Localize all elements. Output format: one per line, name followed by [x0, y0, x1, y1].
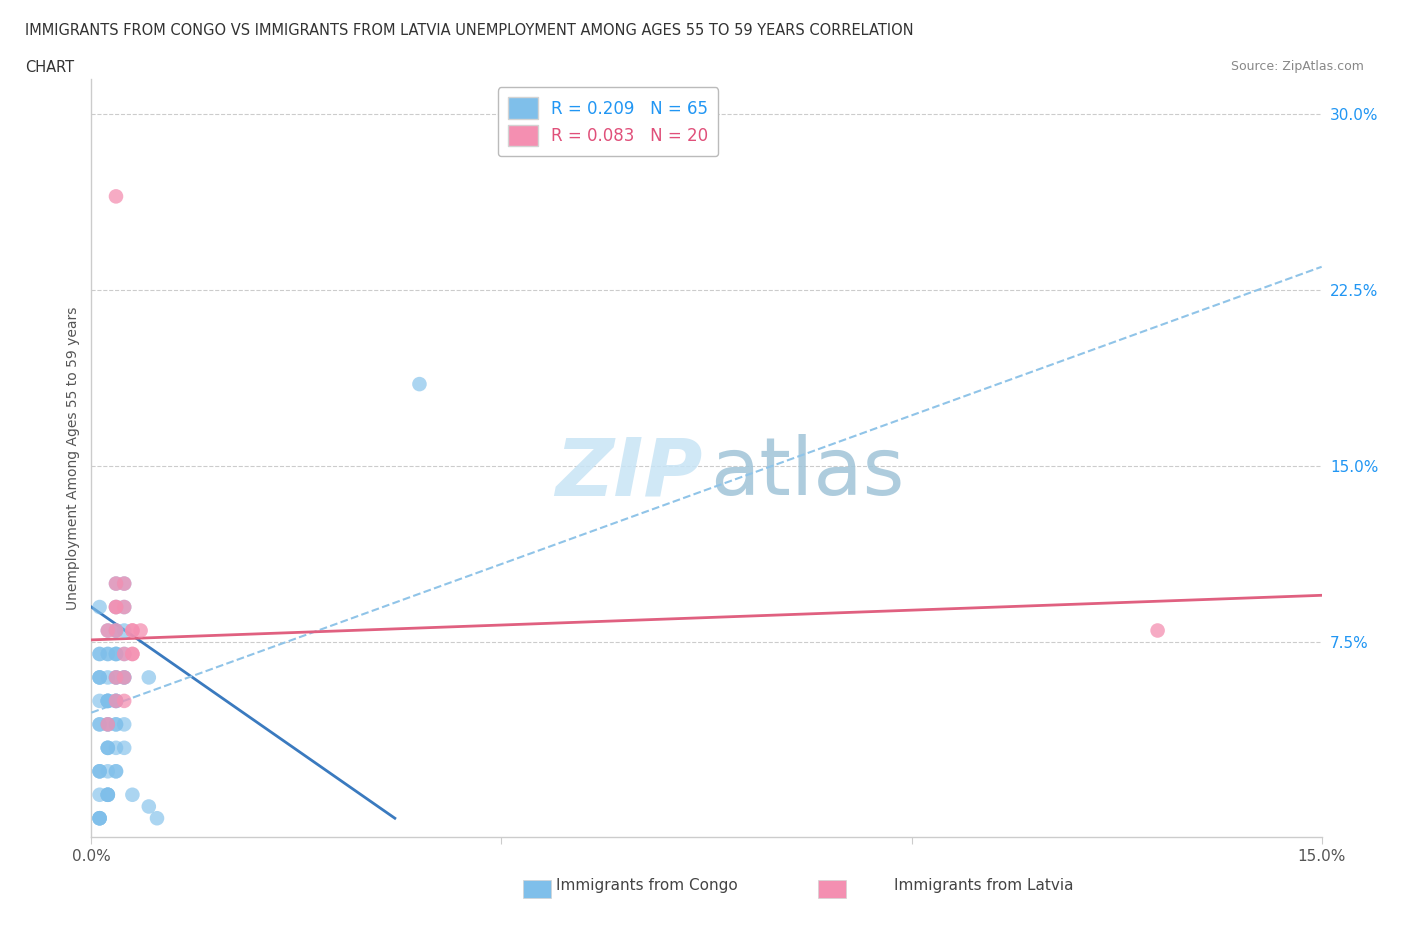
Point	[105, 646, 127, 661]
Point	[105, 646, 127, 661]
Point	[112, 740, 135, 755]
Point	[105, 670, 127, 684]
Text: Immigrants from Latvia: Immigrants from Latvia	[894, 878, 1074, 893]
Point	[105, 717, 127, 732]
Point	[105, 764, 127, 778]
Y-axis label: Unemployment Among Ages 55 to 59 years: Unemployment Among Ages 55 to 59 years	[66, 306, 80, 610]
Point	[97, 788, 120, 803]
Point	[97, 694, 120, 709]
Point	[97, 717, 120, 732]
Point	[89, 670, 111, 684]
Point	[105, 623, 127, 638]
Point	[105, 694, 127, 709]
Point	[138, 670, 160, 684]
Point	[112, 576, 135, 591]
Point	[97, 694, 120, 709]
Point	[146, 811, 169, 826]
Point	[97, 623, 120, 638]
Point	[112, 670, 135, 684]
Point	[112, 646, 135, 661]
Point	[1146, 623, 1168, 638]
Point	[112, 646, 135, 661]
Point	[105, 623, 127, 638]
Point	[105, 600, 127, 615]
Point	[105, 576, 127, 591]
Point	[112, 623, 135, 638]
Point	[105, 740, 127, 755]
Point	[129, 623, 152, 638]
Point	[97, 788, 120, 803]
Point	[97, 740, 120, 755]
Point	[105, 600, 127, 615]
Point	[89, 717, 111, 732]
Point	[89, 811, 111, 826]
Text: Source: ZipAtlas.com: Source: ZipAtlas.com	[1230, 60, 1364, 73]
Point	[112, 717, 135, 732]
Point	[97, 717, 120, 732]
Point	[97, 740, 120, 755]
Point	[97, 670, 120, 684]
Point	[89, 646, 111, 661]
Point	[112, 600, 135, 615]
Text: CHART: CHART	[25, 60, 75, 75]
Point	[89, 811, 111, 826]
Point	[112, 670, 135, 684]
Point	[105, 576, 127, 591]
Point	[89, 788, 111, 803]
Point	[97, 740, 120, 755]
Point	[89, 646, 111, 661]
Point	[97, 646, 120, 661]
Bar	[523, 880, 551, 898]
Point	[105, 694, 127, 709]
Point	[105, 623, 127, 638]
Point	[97, 788, 120, 803]
Legend: R = 0.209   N = 65, R = 0.083   N = 20: R = 0.209 N = 65, R = 0.083 N = 20	[498, 87, 718, 156]
Point	[112, 670, 135, 684]
Bar	[818, 880, 846, 898]
Point	[97, 764, 120, 778]
Point	[112, 600, 135, 615]
Point	[121, 623, 143, 638]
Point	[97, 717, 120, 732]
Point	[89, 600, 111, 615]
Text: IMMIGRANTS FROM CONGO VS IMMIGRANTS FROM LATVIA UNEMPLOYMENT AMONG AGES 55 TO 59: IMMIGRANTS FROM CONGO VS IMMIGRANTS FROM…	[25, 23, 914, 38]
Point	[105, 694, 127, 709]
Point	[89, 764, 111, 778]
Point	[97, 788, 120, 803]
Point	[121, 788, 143, 803]
Point	[89, 764, 111, 778]
Point	[97, 694, 120, 709]
Point	[105, 646, 127, 661]
Point	[121, 646, 143, 661]
Point	[121, 623, 143, 638]
Point	[89, 811, 111, 826]
Point	[105, 600, 127, 615]
Point	[97, 646, 120, 661]
Point	[112, 576, 135, 591]
Point	[89, 670, 111, 684]
Point	[89, 811, 111, 826]
Point	[138, 799, 160, 814]
Point	[105, 189, 127, 204]
Text: ZIP: ZIP	[555, 434, 703, 512]
Text: Immigrants from Congo: Immigrants from Congo	[555, 878, 738, 893]
Point	[89, 670, 111, 684]
Point	[112, 694, 135, 709]
Point	[89, 764, 111, 778]
Point	[105, 694, 127, 709]
Point	[97, 623, 120, 638]
Point	[121, 646, 143, 661]
Point	[105, 717, 127, 732]
Point	[97, 694, 120, 709]
Text: atlas: atlas	[710, 434, 904, 512]
Point	[89, 694, 111, 709]
Point	[105, 764, 127, 778]
Point	[89, 717, 111, 732]
Point	[408, 377, 430, 392]
Point	[105, 670, 127, 684]
Point	[105, 670, 127, 684]
